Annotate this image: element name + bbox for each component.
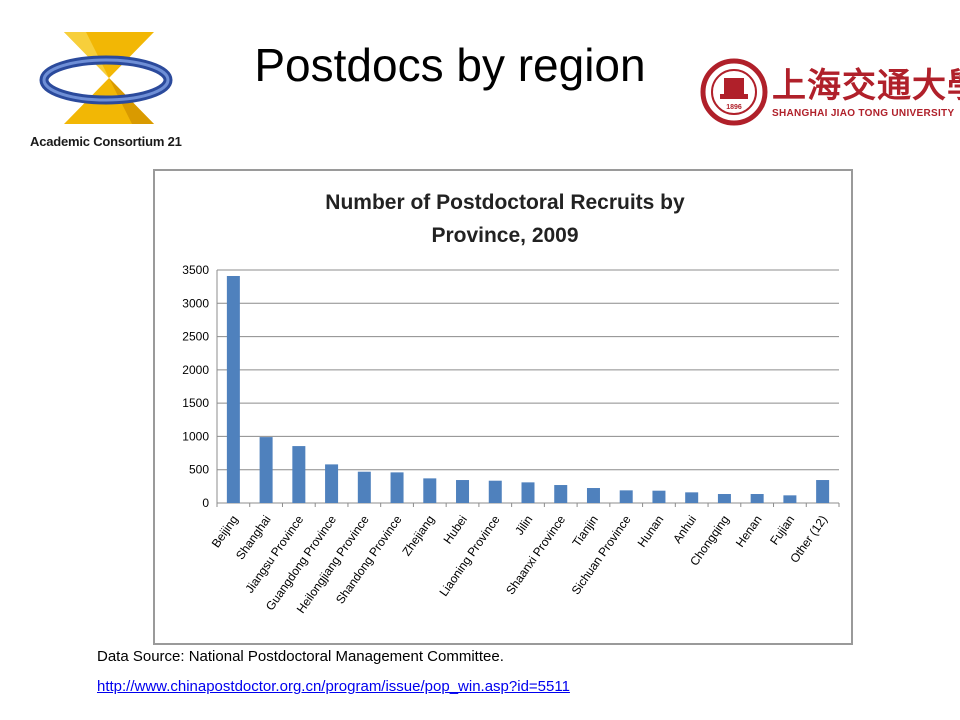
- x-tick-label: Zhejiang: [399, 513, 437, 559]
- y-tick-label: 1500: [182, 396, 209, 410]
- x-tick-label: Jiangsu Province: [242, 512, 306, 595]
- chart-container: Number of Postdoctoral Recruits by Provin…: [153, 169, 853, 645]
- academic-consortium-logo: Academic Consortium 21: [26, 20, 186, 160]
- x-tick-label: Jilin: [512, 513, 535, 538]
- data-source-link[interactable]: http://www.chinapostdoctor.org.cn/progra…: [97, 678, 570, 695]
- bar: [390, 472, 404, 503]
- bar: [652, 490, 666, 503]
- bar: [325, 464, 339, 503]
- y-tick-label: 0: [202, 496, 209, 510]
- x-tick-label: Anhui: [670, 513, 699, 546]
- x-tick-label: Henan: [733, 513, 765, 550]
- bar: [226, 275, 240, 503]
- bar: [292, 446, 306, 503]
- sjtu-logo: 1896 上海交通大學 SHANGHAI JIAO TONG UNIVERSIT…: [700, 52, 960, 132]
- x-tick-label: Liaoning Province: [437, 512, 503, 598]
- y-tick-label: 500: [189, 463, 209, 477]
- university-seal-icon: 1896: [700, 58, 768, 126]
- bar: [685, 492, 699, 503]
- bar: [554, 485, 568, 503]
- y-tick-label: 3000: [182, 296, 209, 310]
- x-tick-label: Beijing: [209, 513, 241, 551]
- bar: [816, 480, 830, 503]
- logo-caption: Academic Consortium 21: [30, 134, 182, 149]
- chart-title-line: Province, 2009: [431, 224, 578, 247]
- bar: [619, 490, 633, 503]
- bar-chart: Number of Postdoctoral Recruits by Provin…: [182, 191, 840, 616]
- x-tick-label: Sichuan Province: [569, 512, 634, 597]
- x-tick-label: Hubei: [441, 513, 470, 547]
- bar: [783, 495, 797, 503]
- bar: [586, 488, 600, 503]
- y-tick-label: 1000: [182, 429, 209, 443]
- chart-title-line: Number of Postdoctoral Recruits by: [325, 191, 685, 214]
- bar: [259, 437, 273, 503]
- x-tick-label: Fujian: [767, 513, 797, 548]
- bar: [423, 478, 437, 503]
- bar: [488, 480, 502, 503]
- data-source-text: Data Source: National Postdoctoral Manag…: [97, 648, 504, 665]
- y-tick-label: 3500: [182, 263, 209, 277]
- bar: [750, 494, 764, 503]
- page-title: Postdocs by region: [254, 39, 646, 91]
- university-name-chinese: 上海交通大學: [772, 66, 960, 106]
- university-name-english: SHANGHAI JIAO TONG UNIVERSITY: [772, 108, 955, 119]
- bar: [456, 480, 470, 503]
- x-tick-label: Tianjin: [569, 513, 600, 550]
- x-tick-label: Hunan: [635, 513, 667, 550]
- consortium-emblem-icon: [39, 32, 173, 124]
- y-tick-label: 2500: [182, 330, 209, 344]
- bar: [717, 494, 731, 503]
- x-tick-label: Shaanxi Province: [503, 512, 568, 597]
- y-tick-label: 2000: [182, 363, 209, 377]
- seal-year: 1896: [726, 104, 742, 111]
- bar: [521, 482, 535, 503]
- bar: [357, 471, 371, 503]
